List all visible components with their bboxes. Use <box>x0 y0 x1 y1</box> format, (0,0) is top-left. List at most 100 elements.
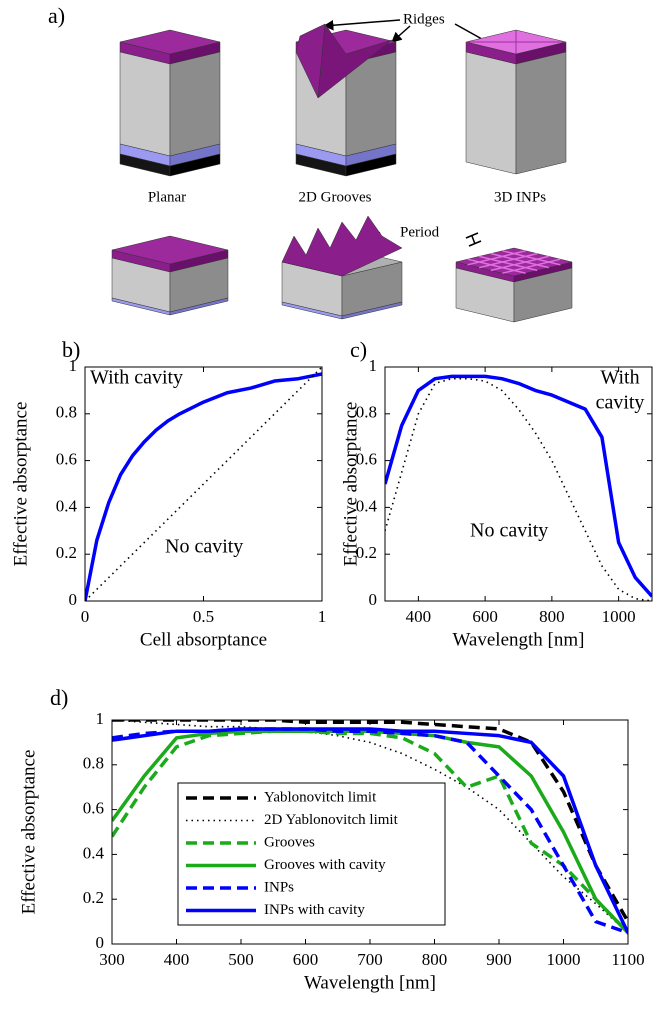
data-line <box>112 720 628 923</box>
series-group <box>85 367 322 601</box>
y-tick-label: 1 <box>96 709 105 728</box>
axes-frame <box>384 366 653 602</box>
y-tick-label: 0.6 <box>83 799 104 818</box>
y-tick-label: 0.4 <box>56 496 78 515</box>
x-tick-label: 1100 <box>611 950 644 969</box>
pyramid-grid <box>490 252 549 269</box>
x-tick-label: 800 <box>539 607 565 626</box>
groove <box>317 23 393 99</box>
y-tick-label: 0.6 <box>56 450 77 469</box>
block-top <box>119 29 221 55</box>
x-tick-label: 800 <box>422 950 448 969</box>
pyramid-grid <box>479 255 538 272</box>
legend-box <box>177 782 446 926</box>
annotation: No cavity <box>165 536 243 558</box>
pyramid-grid <box>479 252 538 269</box>
x-tick-label: 600 <box>472 607 498 626</box>
block-face <box>515 51 567 175</box>
y-axis-label: Effective absorptance <box>340 402 361 567</box>
x-tick-label: 1 <box>318 607 327 626</box>
series-group <box>112 720 628 935</box>
chart: d) Effective absorptance Wavelength [nm] 0 0… <box>18 685 644 993</box>
y-tick-label: 0 <box>69 590 78 609</box>
caption: Planar <box>148 189 186 205</box>
block-face <box>119 51 171 157</box>
x-tick-label: 900 <box>486 950 512 969</box>
panel-label: c) <box>350 337 367 362</box>
panel-label: b) <box>62 337 80 362</box>
y-tick-label: 0.2 <box>356 543 377 562</box>
pyramid-grid <box>502 250 561 266</box>
x-tick-label: 0.5 <box>193 607 214 626</box>
block-top <box>111 235 229 265</box>
x-tick-label: 1000 <box>602 607 636 626</box>
block-face <box>169 153 221 177</box>
data-line <box>112 720 628 934</box>
y-tick-label: 1 <box>369 356 378 375</box>
pyramid-grid <box>490 255 549 272</box>
y-tick-label: 1 <box>69 356 78 375</box>
y-axis-label: Effective absorptance <box>10 402 31 567</box>
x-tick-label: 300 <box>99 950 125 969</box>
x-tick-label: 700 <box>357 950 383 969</box>
legend-label: Yablonovitch limit <box>264 789 377 805</box>
annotation: With <box>600 367 639 389</box>
y-tick-label: 0.2 <box>83 888 104 907</box>
block-face <box>513 267 573 323</box>
block-face <box>465 51 517 175</box>
block-face <box>341 301 403 320</box>
pyramid-edge <box>466 30 566 54</box>
annotation: cavity <box>596 392 645 414</box>
arrow <box>391 25 411 43</box>
axes-frame <box>84 366 323 602</box>
legend-label: Grooves <box>264 834 315 850</box>
axes-frame <box>111 719 629 945</box>
panel-label: a) <box>48 3 65 28</box>
block-face <box>169 51 221 157</box>
data-line <box>385 374 652 598</box>
chart: c) Effective absorptance Wavelength [nm] 0 0… <box>340 337 653 650</box>
data-line <box>85 367 322 601</box>
pyramid-grid <box>467 250 526 266</box>
y-tick-label: 0.6 <box>356 450 377 469</box>
block-top <box>455 247 573 277</box>
x-axis-label: Cell absorptance <box>140 629 267 650</box>
x-tick-label: 1000 <box>547 950 581 969</box>
panel-a: a) Ridges Planar 2D Grooves 3D INPs Peri… <box>48 3 573 323</box>
annotation: No cavity <box>470 520 548 542</box>
pyramid-grid <box>467 258 526 274</box>
annotation: With cavity <box>90 367 183 389</box>
data-line <box>112 729 628 935</box>
y-tick-label: 0 <box>96 933 105 952</box>
ridges-label: Ridges <box>403 11 445 27</box>
arrow <box>322 19 401 31</box>
x-tick-label: 500 <box>228 950 254 969</box>
legend-label: INPs <box>264 879 294 895</box>
y-tick-label: 0.8 <box>83 754 104 773</box>
groove <box>281 215 403 277</box>
period-bar <box>465 232 482 247</box>
legend-label: Grooves with cavity <box>264 857 386 873</box>
panel-label: d) <box>50 685 68 710</box>
y-tick-label: 0.8 <box>56 403 77 422</box>
pyramid-grid <box>502 258 561 274</box>
x-axis-label: Wavelength [nm] <box>453 629 585 650</box>
y-axis-label: Effective absorptance <box>18 750 39 915</box>
caption: 2D Grooves <box>299 189 372 205</box>
series-group <box>385 374 652 601</box>
legend-label: 2D Yablonovitch limit <box>264 812 399 828</box>
block-face <box>345 153 397 177</box>
y-tick-label: 0 <box>369 590 378 609</box>
block-face <box>169 297 229 316</box>
x-tick-label: 400 <box>164 950 190 969</box>
y-tick-label: 0.8 <box>356 403 377 422</box>
legend-label: INPs with cavity <box>264 902 365 918</box>
x-axis-label: Wavelength [nm] <box>304 972 436 993</box>
y-tick-label: 0.4 <box>356 496 378 515</box>
data-line <box>85 372 322 601</box>
y-tick-label: 0.4 <box>83 843 105 862</box>
y-tick-label: 0.2 <box>56 543 77 562</box>
x-tick-label: 0 <box>81 607 90 626</box>
period-label: Period <box>400 224 440 240</box>
